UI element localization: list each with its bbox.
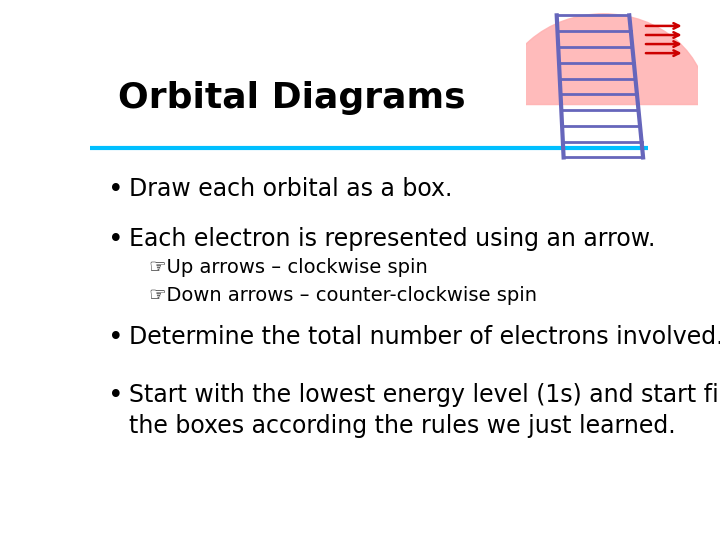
Wedge shape <box>500 14 707 105</box>
Text: ☞Down arrows – counter-clockwise spin: ☞Down arrows – counter-clockwise spin <box>148 286 536 305</box>
Text: Each electron is represented using an arrow.: Each electron is represented using an ar… <box>129 227 655 251</box>
Text: •: • <box>108 383 124 409</box>
Text: •: • <box>108 227 124 253</box>
Text: Determine the total number of electrons involved.: Determine the total number of electrons … <box>129 325 720 349</box>
Text: ☞Up arrows – clockwise spin: ☞Up arrows – clockwise spin <box>148 258 428 277</box>
Text: Start with the lowest energy level (1s) and start filling in
the boxes according: Start with the lowest energy level (1s) … <box>129 383 720 438</box>
Text: Orbital Diagrams: Orbital Diagrams <box>118 80 466 114</box>
Text: •: • <box>108 177 124 203</box>
Text: Draw each orbital as a box.: Draw each orbital as a box. <box>129 177 452 201</box>
Text: •: • <box>108 325 124 350</box>
